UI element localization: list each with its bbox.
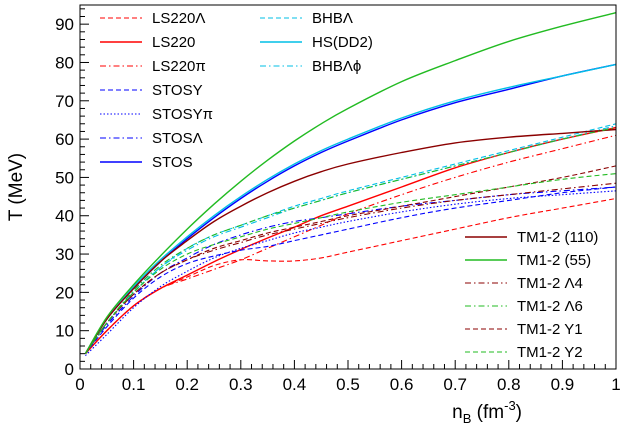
y-tick-label: 70 (55, 92, 74, 111)
legend-label: BHBΛ (312, 10, 353, 27)
legend-entry-right: TM1-2 Y1 (465, 321, 583, 338)
x-axis-title-superscript: -3 (504, 398, 516, 413)
x-tick-label: 0.9 (551, 375, 575, 394)
x-tick-label: 0.2 (175, 375, 199, 394)
series-line-TM1-2 Λ6 (84, 127, 617, 355)
legend-label: TM1-2 Λ4 (517, 275, 583, 292)
legend-label: TM1-2 (55) (517, 252, 591, 269)
y-tick-label: 60 (55, 130, 74, 149)
series-line-HS(DD2) (84, 63, 617, 355)
series-line-LS220π (84, 134, 617, 355)
y-tick-label: 90 (55, 15, 74, 34)
legend-entry-right: TM1-2 Y2 (465, 344, 583, 361)
legend-entry-left: STOSYπ (100, 106, 213, 123)
legend-entry-left: LS220 (100, 34, 195, 51)
series-line-TM1-2 Λ4 (84, 182, 617, 355)
x-tick-label: 1 (611, 375, 620, 394)
x-tick-label: 0.3 (229, 375, 253, 394)
y-tick-label: 40 (55, 207, 74, 226)
legend-entry-left: HS(DD2) (260, 34, 373, 51)
legend-label: STOSY (152, 82, 203, 99)
legend-label: TM1-2 Λ6 (517, 298, 583, 315)
legend-label: HS(DD2) (312, 34, 373, 51)
series-line-TM1-2 (55) (84, 12, 617, 355)
series-line-STOSY (84, 186, 617, 355)
legend-label: LS220 (152, 34, 195, 51)
legend-entry-left: BHBΛϕ (260, 58, 361, 75)
x-axis-title-unit-close: ) (516, 402, 522, 423)
series-layer (84, 12, 617, 356)
y-tick-label: 0 (65, 360, 74, 379)
legend-label: TM1-2 (110) (517, 229, 598, 246)
legend-label: BHBΛϕ (312, 58, 361, 75)
series-line-TM1-2 Y1 (84, 165, 617, 355)
x-tick-label: 0.5 (336, 375, 360, 394)
y-tick-label: 20 (55, 283, 74, 302)
legend-entry-left: LS220Λ (100, 10, 205, 27)
legend-label: TM1-2 Y2 (517, 344, 583, 361)
legend-entry-left: STOSY (100, 82, 203, 99)
series-line-STOSYπ (85, 190, 617, 356)
y-tick-label: 80 (55, 53, 74, 72)
legend-entry-left: STOS (100, 154, 193, 171)
legend-label: LS220π (152, 58, 206, 75)
legend-label: STOS (152, 154, 193, 171)
x-tick-label: 0.4 (283, 375, 307, 394)
series-line-TM1-2 (110) (84, 128, 617, 355)
x-tick-label: 0.8 (497, 375, 521, 394)
legend-label: TM1-2 Y1 (517, 321, 583, 338)
series-line-BHBΛϕ (84, 125, 617, 355)
y-axis-title: T (MeV) (6, 153, 27, 221)
x-tick-label: 0.7 (443, 375, 467, 394)
legend-entry-right: TM1-2 (55) (465, 252, 591, 269)
legend-entry-right: TM1-2 Λ4 (465, 275, 583, 292)
x-axis-title-subscript: B (463, 411, 472, 426)
legend-entry-left: LS220π (100, 58, 206, 75)
legend-entry-left: STOSΛ (100, 130, 203, 147)
legend-entry-left: BHBΛ (260, 10, 353, 27)
x-tick-label: 0 (75, 375, 84, 394)
y-tick-label: 50 (55, 168, 74, 187)
legend-label: LS220Λ (152, 10, 205, 27)
legend-label: STOSYπ (152, 106, 213, 123)
legend-entry-right: TM1-2 Λ6 (465, 298, 583, 315)
legend-label: STOSΛ (152, 130, 203, 147)
x-tick-label: 0.1 (122, 375, 146, 394)
x-axis-title: nB (fm-3) (452, 398, 522, 426)
x-tick-label: 0.6 (390, 375, 414, 394)
legend-layer: LS220Λ LS220 LS220π STOSY STOSYπ STOSΛ STOS BHB… (100, 10, 598, 361)
x-axis-title-main: n (452, 402, 463, 423)
legend-entry-right: TM1-2 (110) (465, 229, 598, 246)
ticks-layer: 0 0.1 0.2 0.3 0.4 0.5 0.6 0.7 0.8 0.9 101020304050… (55, 8, 621, 394)
series-line-TM1-2 Y2 (84, 173, 617, 355)
x-axis-title-unit: (fm (471, 402, 504, 423)
y-tick-label: 30 (55, 245, 74, 264)
y-tick-label: 10 (55, 322, 74, 341)
